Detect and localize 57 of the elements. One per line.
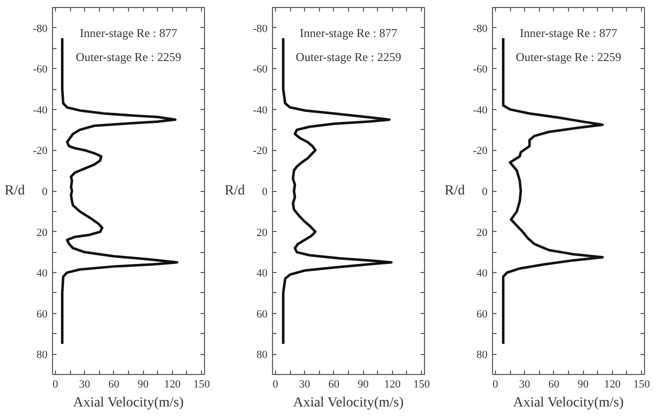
y-tick-label: 60: [476, 308, 488, 320]
y-tick-label: -60: [472, 64, 488, 76]
y-tick-label: 40: [36, 268, 48, 280]
y-axis-title: R/d: [4, 184, 25, 198]
x-tick-label: 90: [358, 378, 370, 390]
y-tick-label: -40: [32, 104, 48, 116]
y-tick-label: -60: [32, 64, 48, 76]
x-tick-label: 30: [299, 378, 311, 390]
y-tick-label: 20: [256, 226, 268, 239]
x-axis-title: Axial Velocity(m/s): [73, 396, 184, 410]
x-axis-title: Axial Velocity(m/s): [513, 396, 624, 410]
y-tick-label: 40: [256, 268, 268, 280]
y-tick-label: 0: [42, 186, 48, 198]
y-tick-label: 80: [256, 349, 268, 362]
x-tick-label: 150: [633, 378, 650, 390]
y-tick-label: -80: [252, 22, 268, 35]
x-tick-label: 150: [413, 378, 430, 390]
y-tick-label: 20: [36, 226, 48, 239]
annotation: Inner-stage Re : 877: [80, 26, 178, 40]
annotation: Outer-stage Re : 2259: [516, 50, 622, 64]
x-tick-label: 90: [138, 378, 150, 390]
x-axis-title: Axial Velocity(m/s): [293, 396, 404, 410]
y-tick-label: 60: [36, 308, 48, 320]
annotation: Inner-stage Re : 877: [520, 26, 618, 40]
y-tick-label: 80: [36, 349, 48, 362]
annotation: Outer-stage Re : 2259: [296, 50, 402, 64]
y-tick-label: -20: [472, 145, 488, 158]
y-tick-label: -80: [472, 22, 488, 35]
annotation: Inner-stage Re : 877: [300, 26, 398, 40]
y-tick-label: -80: [32, 22, 48, 35]
x-tick-label: 60: [548, 378, 560, 390]
x-tick-label: 30: [79, 378, 91, 390]
x-tick-label: 30: [519, 378, 531, 390]
x-tick-label: 60: [108, 378, 120, 390]
x-tick-label: 150: [193, 378, 210, 390]
y-tick-label: -20: [252, 145, 268, 158]
y-tick-label: 0: [482, 186, 488, 198]
y-tick-label: 0: [262, 186, 268, 198]
y-tick-label: 60: [256, 308, 268, 320]
y-axis-title: R/d: [224, 184, 245, 198]
x-tick-label: 120: [384, 378, 402, 390]
y-tick-label: -60: [252, 64, 268, 76]
y-tick-label: 20: [476, 226, 488, 239]
x-tick-label: 60: [328, 378, 340, 390]
x-tick-label: 0: [52, 378, 59, 390]
annotation: Outer-stage Re : 2259: [76, 50, 182, 64]
x-tick-label: 0: [272, 378, 279, 390]
y-tick-label: -40: [472, 104, 488, 116]
x-tick-label: 120: [604, 378, 622, 390]
y-tick-label: 40: [476, 268, 488, 280]
x-tick-label: 120: [164, 378, 182, 390]
y-tick-label: -40: [252, 104, 268, 116]
y-axis-title: R/d: [444, 184, 465, 198]
y-tick-label: 80: [476, 349, 488, 362]
x-tick-label: 90: [578, 378, 590, 390]
y-tick-label: -20: [32, 145, 48, 158]
x-tick-label: 0: [492, 378, 499, 390]
